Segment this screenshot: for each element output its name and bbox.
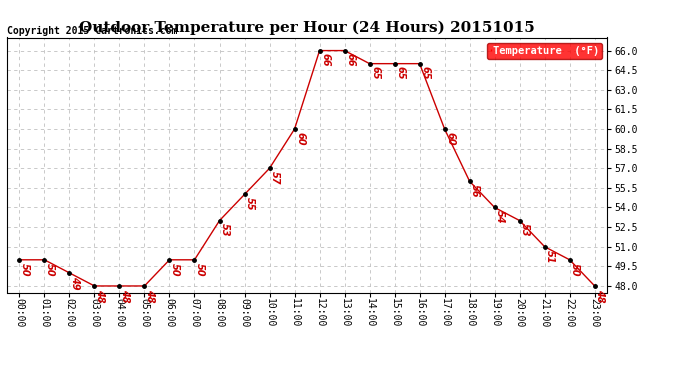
Text: 53: 53	[520, 224, 530, 237]
Text: 60: 60	[445, 132, 455, 146]
Text: 48: 48	[120, 289, 130, 302]
Text: 54: 54	[495, 210, 505, 224]
Text: 50: 50	[570, 262, 580, 276]
Text: 53: 53	[220, 224, 230, 237]
Text: 66: 66	[320, 53, 330, 67]
Text: 60: 60	[295, 132, 305, 146]
Text: 48: 48	[595, 289, 605, 302]
Text: 65: 65	[420, 66, 430, 80]
Text: 48: 48	[145, 289, 155, 302]
Text: Copyright 2015 Cartronics.com: Copyright 2015 Cartronics.com	[7, 26, 177, 36]
Text: 65: 65	[395, 66, 405, 80]
Legend: Temperature  (°F): Temperature (°F)	[487, 43, 602, 59]
Text: 48: 48	[95, 289, 105, 302]
Text: 50: 50	[170, 262, 180, 276]
Text: 66: 66	[345, 53, 355, 67]
Text: 55: 55	[245, 197, 255, 211]
Text: 50: 50	[195, 262, 205, 276]
Text: 50: 50	[45, 262, 55, 276]
Text: 50: 50	[20, 262, 30, 276]
Text: 56: 56	[470, 184, 480, 198]
Title: Outdoor Temperature per Hour (24 Hours) 20151015: Outdoor Temperature per Hour (24 Hours) …	[79, 21, 535, 35]
Text: 49: 49	[70, 276, 80, 289]
Text: 65: 65	[370, 66, 380, 80]
Text: 57: 57	[270, 171, 280, 184]
Text: 51: 51	[545, 249, 555, 263]
